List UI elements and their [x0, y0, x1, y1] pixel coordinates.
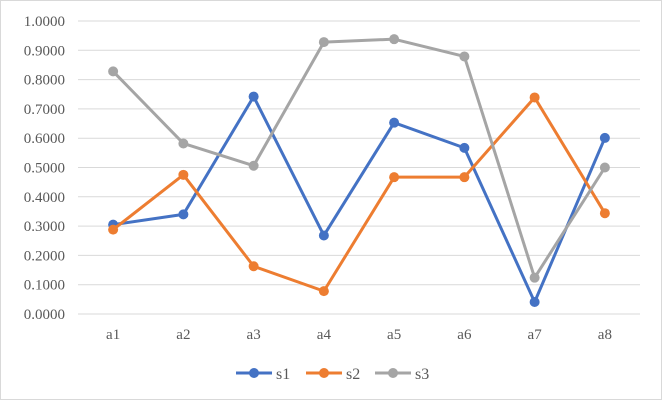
data-point-s2	[318, 286, 329, 297]
data-point-s2	[178, 169, 189, 180]
series-s2	[108, 92, 610, 297]
data-point-s3	[459, 51, 470, 62]
legend-swatch-marker	[249, 368, 259, 378]
y-tick-label: 0.5000	[24, 161, 65, 177]
y-tick-label: 1.0000	[24, 14, 65, 30]
x-tick-label: a2	[176, 327, 190, 343]
data-point-s1	[599, 132, 610, 143]
y-tick-label: 0.8000	[24, 73, 65, 89]
legend-item-s1: s1	[236, 366, 290, 383]
legend-label: s3	[415, 366, 429, 383]
gridlines	[78, 20, 640, 315]
y-tick-label: 0.3000	[24, 219, 65, 235]
data-point-s1	[178, 209, 189, 220]
x-tick-label: a7	[528, 327, 543, 343]
data-point-s1	[389, 117, 400, 128]
legend-swatch-marker	[388, 368, 398, 378]
data-point-s1	[248, 91, 259, 102]
series-line-s1	[111, 95, 607, 304]
series-line-s2	[111, 95, 607, 293]
x-tick-label: a6	[457, 327, 472, 343]
legend-label: s1	[276, 366, 290, 383]
data-point-s2	[459, 172, 470, 183]
series-line-s3	[111, 37, 607, 280]
x-axis-ticks: a1 a2 a3 a4 a5 a6 a7 a8	[106, 327, 612, 343]
data-point-s3	[108, 66, 119, 77]
series-group	[108, 34, 610, 307]
x-tick-label: a3	[247, 327, 261, 343]
y-tick-label: 0.0000	[24, 307, 65, 323]
y-tick-label: 0.7000	[24, 102, 65, 118]
y-tick-label: 0.1000	[24, 278, 65, 294]
x-tick-label: a1	[106, 327, 120, 343]
y-tick-label: 0.2000	[24, 248, 65, 264]
data-point-s2	[599, 208, 610, 219]
legend-item-s2: s2	[306, 366, 360, 383]
data-point-s2	[248, 261, 259, 272]
legend-swatch-marker	[319, 368, 329, 378]
y-tick-label: 0.6000	[24, 131, 65, 147]
y-tick-label: 0.9000	[24, 43, 65, 59]
legend-item-s3: s3	[375, 366, 429, 383]
x-tick-label: a8	[598, 327, 612, 343]
data-point-s2	[108, 224, 119, 235]
data-point-s1	[529, 296, 540, 307]
data-point-s3	[248, 160, 259, 171]
legend: s1 s2 s3	[236, 366, 429, 383]
data-point-s2	[529, 92, 540, 103]
x-tick-label: a4	[317, 327, 332, 343]
y-axis-ticks: 0.0000 0.1000 0.2000 0.3000 0.4000 0.5000 0.60…	[24, 14, 65, 323]
legend-label: s2	[346, 366, 360, 383]
data-point-s2	[389, 172, 400, 183]
data-point-s3	[599, 162, 610, 173]
data-point-s3	[529, 272, 540, 283]
data-point-s3	[178, 138, 189, 149]
data-point-s1	[318, 230, 329, 241]
y-tick-label: 0.4000	[24, 190, 65, 206]
data-point-s3	[318, 37, 329, 48]
series-s3	[108, 34, 610, 283]
data-point-s3	[389, 34, 400, 45]
x-tick-label: a5	[387, 327, 401, 343]
data-point-s1	[459, 142, 470, 153]
